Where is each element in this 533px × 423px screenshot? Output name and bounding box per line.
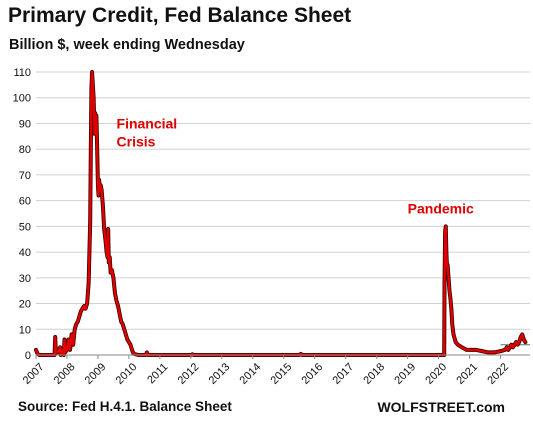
chart-title: Primary Credit, Fed Balance Sheet [8,4,352,27]
x-tick-label: 2010 [114,361,140,387]
x-tick-label: 2009 [83,361,109,387]
brand-label: WOLFSTREET.com [377,399,505,415]
y-tick-label: 20 [19,299,31,311]
x-tick-label: 2011 [145,361,170,386]
y-tick-label: 100 [13,93,31,105]
x-tick-label: 2013 [207,361,233,387]
source-note: Source: Fed H.4.1. Balance Sheet [18,399,232,414]
x-tick-label: 2017 [330,361,356,387]
y-tick-label: 40 [19,247,31,259]
annotation-label: Financial [117,116,178,132]
y-tick-label: 0 [25,350,31,362]
x-tick-label: 2020 [423,361,449,387]
annotations: Financial Crisis Pandemic [117,116,474,217]
y-tick-label: 10 [19,324,31,336]
y-tick-label: 30 [19,273,31,285]
x-tick-label: 2008 [52,361,78,387]
y-tick-label: 50 [19,221,31,233]
x-tick-label: 2018 [361,361,387,387]
x-tick-label: 2022 [485,361,511,387]
x-tick-label: 2015 [269,361,295,387]
annotation-label: Pandemic [408,201,474,217]
y-tick-label: 80 [19,144,31,156]
y-tick-label: 70 [19,170,31,182]
series-line [34,70,527,357]
y-tick-label: 60 [19,196,31,208]
x-tick-label: 2016 [300,361,326,387]
series-layer [34,70,528,357]
x-tick-label: 2014 [238,361,264,387]
x-tick-label: 2007 [21,361,47,387]
y-tick-label: 90 [19,118,31,130]
x-tick-label: 2012 [176,361,202,387]
chart-subtitle: Billion $, week ending Wednesday [9,37,245,53]
x-tick-label: 2021 [454,361,480,387]
annotation-label: Crisis [117,134,156,150]
x-tick-label: 2019 [392,361,418,387]
y-tick-label: 110 [13,67,31,79]
